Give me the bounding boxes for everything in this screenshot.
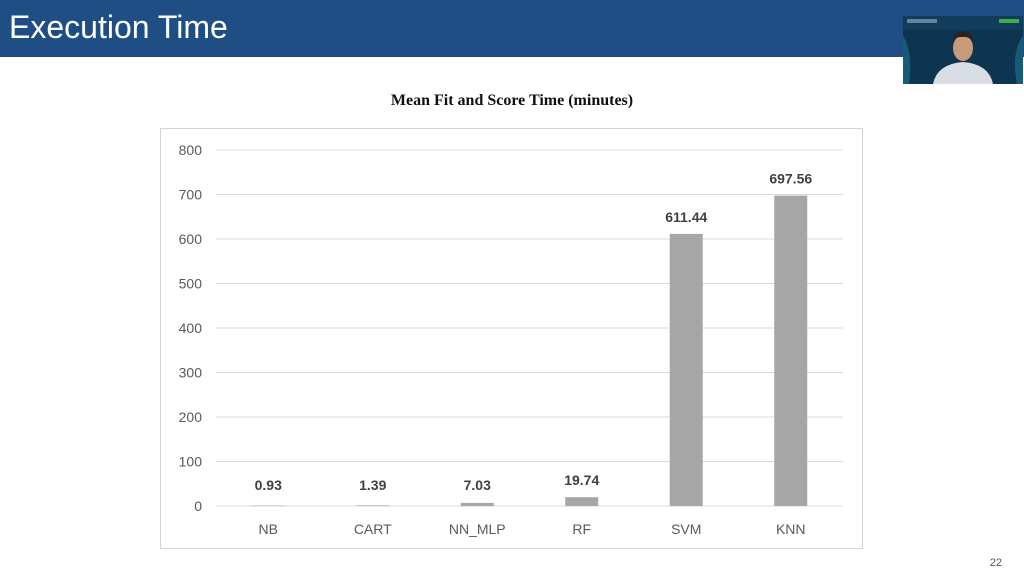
data-label: 0.93 xyxy=(255,477,282,493)
y-tick-label: 100 xyxy=(179,454,203,470)
bar xyxy=(669,233,703,506)
category-label: NB xyxy=(259,521,278,537)
bar xyxy=(356,505,390,506)
data-label: 1.39 xyxy=(359,477,386,493)
y-tick-label: 300 xyxy=(179,365,203,381)
bar xyxy=(460,502,494,506)
category-label: NN_MLP xyxy=(449,521,506,537)
y-tick-label: 800 xyxy=(179,142,203,158)
y-tick-label: 400 xyxy=(179,320,203,336)
bar xyxy=(251,505,285,507)
slide-title: Execution Time xyxy=(9,9,228,45)
chart-title: Mean Fit and Score Time (minutes) xyxy=(390,92,634,109)
data-label: 19.74 xyxy=(564,472,599,488)
page-number: 22 xyxy=(989,557,1002,569)
category-label: KNN xyxy=(776,521,806,537)
presenter-webcam-icon xyxy=(903,16,1023,84)
slide-title-bar: Execution Time xyxy=(0,0,1024,57)
chart-area: 0 100 200 300 400 500 600 700 800 0.93 NB 1.39 CART 7… xyxy=(160,128,863,549)
data-label: 611.44 xyxy=(665,209,707,225)
data-label: 7.03 xyxy=(464,477,491,493)
bar xyxy=(774,195,808,506)
bar xyxy=(565,497,599,506)
category-label: CART xyxy=(354,521,392,537)
category-label: RF xyxy=(572,521,591,537)
presenter-video-thumbnail[interactable] xyxy=(903,16,1023,84)
y-tick-label: 500 xyxy=(179,276,203,292)
y-tick-label: 700 xyxy=(179,187,203,203)
y-tick-label: 0 xyxy=(194,498,202,514)
y-tick-label: 600 xyxy=(179,231,203,247)
bar-chart: 0 100 200 300 400 500 600 700 800 0.93 NB 1.39 CART 7… xyxy=(179,142,843,537)
category-label: SVM xyxy=(671,521,701,537)
y-tick-label: 200 xyxy=(179,409,203,425)
data-label: 697.56 xyxy=(769,171,812,187)
